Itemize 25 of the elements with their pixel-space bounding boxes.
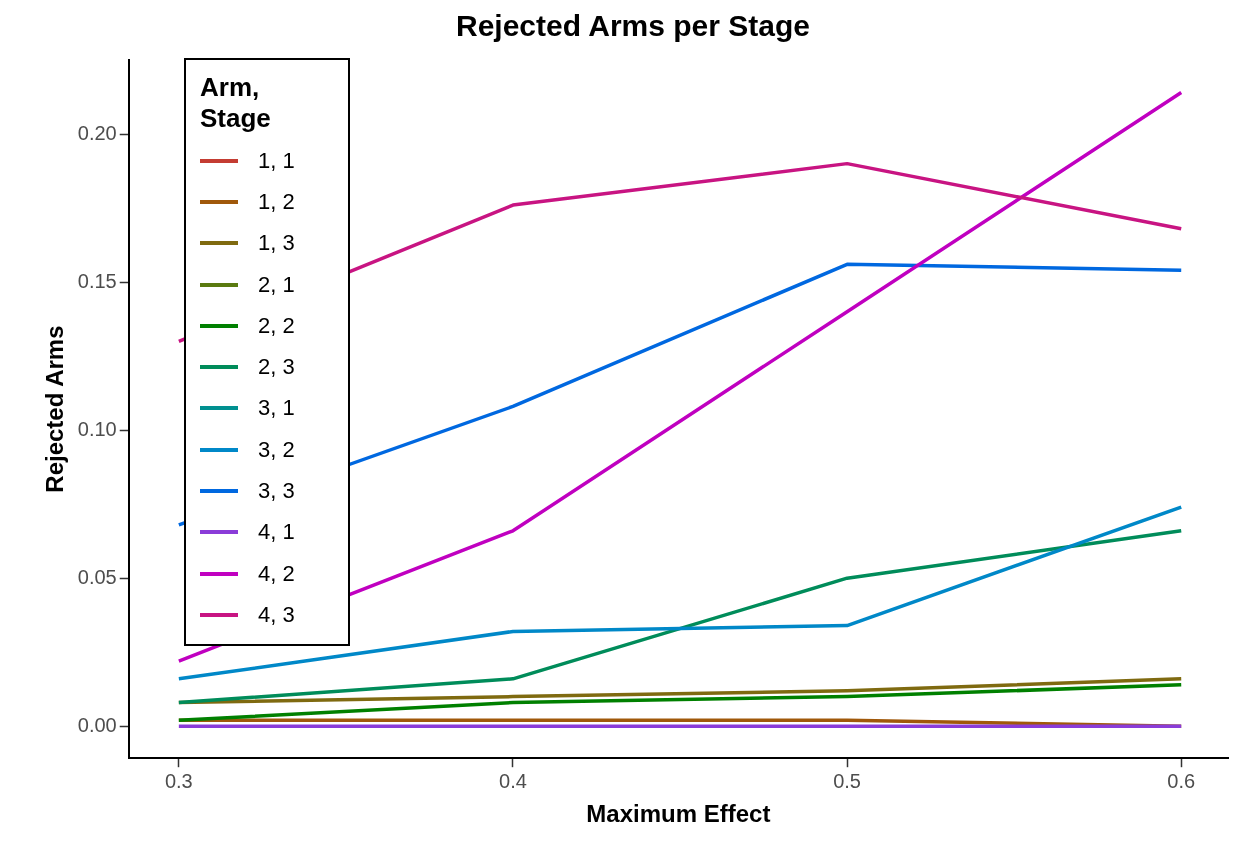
legend-label: 3, 2 [258,436,295,463]
x-tick-label: 0.6 [1167,769,1196,792]
legend-label: 2, 3 [258,354,295,381]
legend-label: 3, 3 [258,478,295,505]
legend-label: 4, 3 [258,601,295,628]
legend-label: 2, 2 [258,312,295,339]
x-tick-label: 0.4 [499,769,527,792]
legend-label: 1, 3 [258,230,295,257]
legend-label: 3, 1 [258,395,295,422]
y-tick-label: 0.20 [77,121,117,144]
legend-label: 4, 1 [258,519,295,546]
legend-label: 1, 2 [258,188,295,215]
x-tick-label: 0.3 [164,769,193,792]
y-tick-label: 0.00 [77,713,117,736]
y-axis-title: Rejected Arms [41,325,69,493]
chart-title: Rejected Arms per Stage [455,9,811,43]
y-tick-label: 0.10 [77,417,117,440]
legend-title: Arm, Stage [200,72,272,134]
x-axis-title: Maximum Effect [586,800,771,828]
y-tick-label: 0.05 [77,565,117,588]
y-tick-label: 0.15 [77,269,117,292]
legend-label: 4, 2 [258,560,295,587]
x-tick-label: 0.5 [833,769,861,792]
legend-label: 2, 1 [258,271,295,298]
legend-label: 1, 1 [258,147,295,174]
